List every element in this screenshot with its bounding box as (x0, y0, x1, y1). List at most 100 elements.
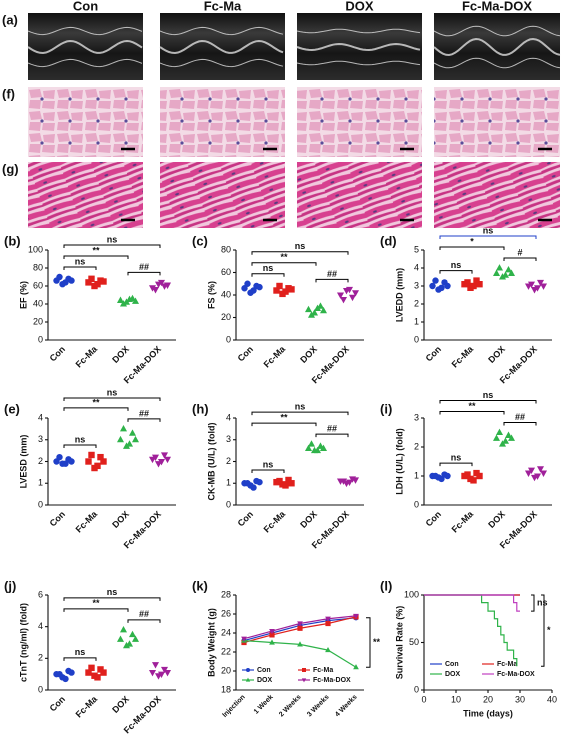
significance-label: ns (75, 434, 86, 444)
panel-label: (e) (4, 401, 20, 416)
significance-label: # (517, 247, 522, 257)
x-tick-label: 4 Weeks (334, 694, 359, 719)
x-tick-label: 3 Weeks (306, 694, 331, 719)
data-point (536, 279, 545, 287)
y-tick-label: 3 (414, 280, 419, 290)
data-point (119, 300, 128, 307)
significance-bracket (63, 407, 129, 411)
data-point (304, 305, 313, 313)
data-point (429, 282, 436, 290)
micrograph (297, 162, 422, 228)
data-point (100, 669, 107, 676)
data-point (100, 278, 107, 285)
y-tick-label: 60 (33, 280, 43, 290)
panel-label: (i) (380, 401, 392, 416)
panel-label: (k) (192, 578, 208, 593)
significance-bracket (439, 246, 505, 250)
data-point (157, 671, 166, 679)
x-tick-label: DOX (486, 509, 507, 530)
data-point (533, 285, 542, 292)
significance-bracket (63, 266, 97, 270)
significance-label: ## (327, 269, 337, 279)
x-tick-label: Fc-Ma (450, 343, 476, 369)
micrograph (434, 87, 560, 157)
data-point (285, 476, 292, 484)
y-tick-label: 1 (414, 316, 419, 326)
data-point (319, 444, 328, 452)
data-point (444, 472, 451, 480)
data-point (125, 440, 134, 447)
data-point (438, 284, 445, 291)
data-point (492, 434, 501, 441)
significance-label: ns (75, 256, 86, 266)
data-point (470, 477, 477, 484)
x-tick-label: Fc-Ma (262, 508, 288, 534)
data-point (241, 636, 247, 642)
data-point (241, 285, 248, 292)
x-tick-label: DOX (110, 344, 131, 365)
echo-trace (159, 39, 284, 55)
y-axis-label: LVESD (mm) (18, 435, 28, 489)
x-tick-label: Con (48, 344, 67, 363)
data-point (539, 470, 548, 477)
data-point (68, 277, 75, 284)
data-point (269, 632, 275, 638)
data-point (501, 271, 510, 278)
legend-label: Fc-Ma-DOX (497, 671, 535, 678)
y-tick-label: 20 (221, 665, 231, 675)
data-point (351, 290, 360, 297)
significance-bracket (366, 617, 371, 668)
data-point (119, 625, 128, 633)
x-tick-label: 10 (451, 694, 461, 704)
significance-label: ns (451, 260, 462, 270)
significance-label: ns (107, 587, 118, 597)
data-point (157, 458, 166, 466)
legend-label: Con (257, 667, 271, 674)
panel-label: (c) (192, 233, 208, 248)
significance-bracket (439, 462, 473, 467)
echo-trace (159, 26, 284, 36)
data-point (56, 670, 63, 678)
significance-label: ns (263, 263, 274, 273)
data-point (116, 435, 125, 443)
x-axis-label: Time (days) (463, 708, 513, 718)
significance-bracket (439, 270, 473, 274)
data-point (273, 287, 280, 294)
echo-trace (27, 39, 143, 55)
significance-label: ** (92, 245, 100, 255)
y-tick-label: 3 (38, 434, 43, 444)
significance-bracket (127, 619, 161, 623)
y-tick-label: 1 (226, 478, 231, 488)
significance-bracket (439, 411, 505, 415)
data-point (507, 269, 516, 276)
data-point (68, 669, 75, 676)
legend-label: DOX (445, 671, 461, 678)
y-tick-label: 20 (221, 312, 231, 322)
data-point (256, 283, 263, 291)
y-tick-label: 0 (414, 334, 419, 344)
panel-label: (a) (2, 12, 18, 27)
significance-bracket (503, 257, 537, 261)
legend-marker (246, 668, 250, 672)
x-tick-label: DOX (110, 509, 131, 530)
x-tick-label: Con (236, 344, 255, 363)
column-title: DOX (345, 0, 374, 13)
data-point (495, 264, 504, 271)
survival-curve (424, 594, 518, 667)
y-tick-label: 5 (414, 244, 419, 254)
legend-label: DOX (257, 677, 273, 684)
echo-trace (296, 60, 421, 66)
x-tick-label: Con (236, 509, 255, 528)
data-point (94, 281, 101, 288)
x-tick-label: DOX (110, 694, 131, 715)
y-axis-label: Body Weight (g) (206, 608, 216, 677)
micrograph (160, 13, 285, 80)
data-point (148, 670, 157, 677)
data-point (464, 279, 471, 286)
echo-trace (27, 58, 143, 68)
significance-label: ns (451, 452, 462, 462)
y-tick-label: 24 (221, 627, 231, 637)
x-tick-label: 1 Week (253, 694, 275, 716)
data-point (250, 287, 257, 294)
data-point (94, 462, 101, 470)
